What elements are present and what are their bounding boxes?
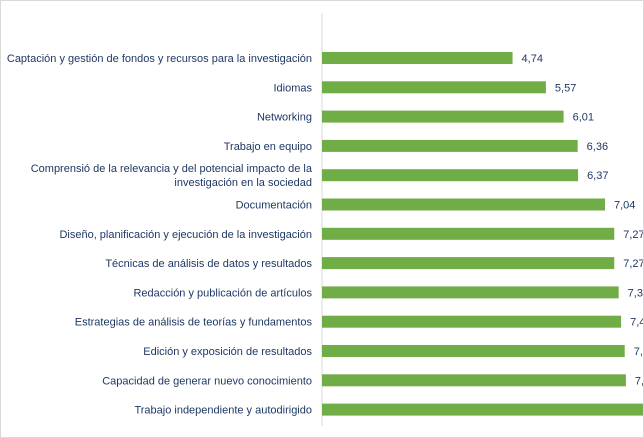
category-label-5: Documentación — [236, 200, 312, 212]
value-label-6: 7,27 — [623, 229, 643, 241]
category-label-9: Estrategias de análisis de teorías y fun… — [75, 317, 313, 329]
category-label-3: Trabajo en equipo — [224, 141, 312, 153]
bar-6 — [322, 227, 615, 240]
category-label-4: Comprensió de la relevancia y del potenc… — [31, 163, 313, 189]
bar-0 — [322, 52, 513, 64]
value-label-8: 7,38 — [628, 287, 643, 299]
bar-3 — [322, 139, 578, 152]
category-label-10: Edición y exposición de resultados — [143, 346, 312, 358]
value-label-0: 4,74 — [522, 53, 543, 65]
category-label-1: Idiomas — [273, 82, 312, 94]
bar-4 — [322, 169, 579, 182]
value-label-1: 5,57 — [555, 82, 576, 94]
bar-8 — [322, 286, 619, 299]
bar-1 — [322, 81, 546, 94]
value-label-7: 7,27 — [623, 258, 643, 270]
category-label-0: Captación y gestión de fondos y recursos… — [7, 53, 312, 65]
value-labels-group: 4,74 5,57 6,01 6,36 6,37 7,04 7,27 7,27 7,38 7,44… — [522, 53, 643, 387]
bar-11 — [322, 374, 626, 387]
bar-5 — [322, 198, 606, 211]
bar-9 — [322, 315, 622, 328]
value-label-9: 7,44 — [630, 317, 643, 329]
value-label-4: 6,37 — [587, 170, 608, 182]
bar-10 — [322, 345, 625, 357]
category-label-11: Capacidad de generar nuevo conocimiento — [102, 375, 312, 387]
bars-group — [322, 52, 643, 416]
category-label-6: Diseño, planificación y ejecución de la … — [59, 229, 312, 241]
bar-12 — [322, 403, 643, 416]
category-label-12: Trabajo independiente y autodirigido — [134, 405, 312, 417]
value-label-10: 7,53 — [634, 346, 643, 358]
category-label-7: Técnicas de análisis de datos y resultad… — [105, 258, 312, 270]
value-label-3: 6,36 — [587, 141, 608, 153]
value-label-2: 6,01 — [573, 112, 594, 124]
bar-2 — [322, 110, 564, 123]
bar-7 — [322, 257, 615, 270]
category-label-8: Redacción y publicación de artículos — [133, 287, 312, 299]
value-label-5: 7,04 — [614, 200, 635, 212]
value-label-11: 7,56 — [635, 375, 643, 387]
category-labels-group: Captación y gestión de fondos y recursos… — [7, 53, 313, 417]
category-label-2: Networking — [257, 112, 312, 124]
